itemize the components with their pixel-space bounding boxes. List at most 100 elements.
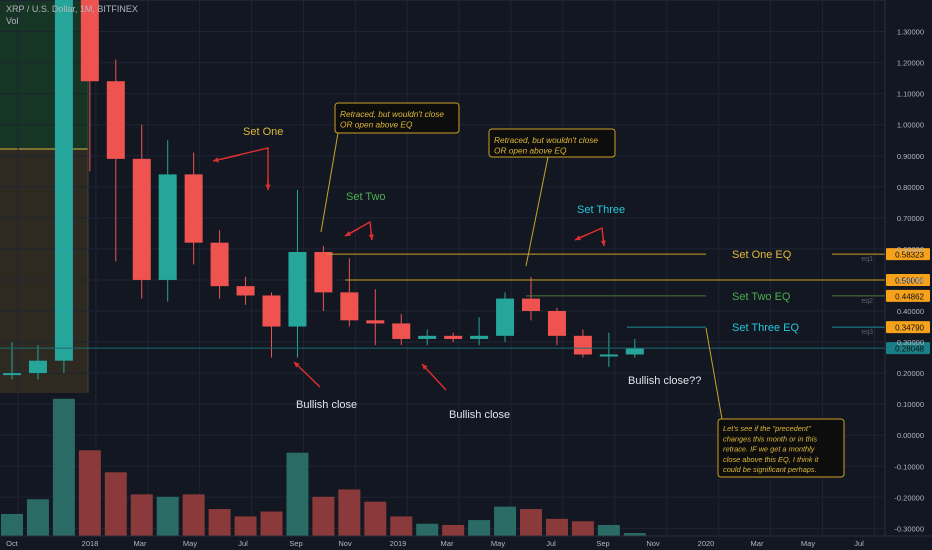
x-tick-label: May	[801, 539, 815, 548]
x-tick-label: Nov	[646, 539, 660, 548]
callout-three-pointer	[705, 327, 723, 420]
volume-bar	[364, 501, 387, 536]
volume-bar	[156, 496, 179, 536]
volume-bar	[312, 496, 335, 536]
y-tick-label: 1.30000	[897, 28, 924, 37]
candle-body	[210, 242, 229, 287]
set-two-label: Set Two	[346, 191, 386, 203]
shade-box-brown	[0, 149, 88, 393]
level-tag: eq2	[861, 298, 873, 305]
x-tick-label: May	[491, 539, 505, 548]
candle-body	[496, 298, 515, 336]
x-tick-label: Oct	[6, 539, 19, 548]
set-one-arrow	[212, 147, 269, 190]
volume-bar	[468, 520, 491, 536]
volume-bar	[338, 489, 361, 536]
callout-one-box	[334, 102, 460, 134]
candle-body	[340, 292, 359, 321]
callout-three-box	[717, 418, 845, 478]
bullish-close-label-3: Bullish close??	[628, 375, 701, 387]
callout-one-pointer	[320, 132, 339, 233]
x-tick-label: Sep	[596, 539, 609, 548]
candle-body	[392, 323, 411, 339]
volume-bar	[416, 523, 439, 536]
volume-bar	[623, 533, 646, 536]
shade-box-green	[0, 0, 88, 149]
candle-body	[54, 0, 73, 361]
y-tick-label: 0.90000	[897, 152, 924, 161]
price-badge-label: 0.34790	[895, 324, 924, 333]
price-badge	[886, 342, 930, 355]
volume-bar	[1, 513, 23, 536]
set-one-arrow-left-head	[213, 157, 219, 163]
y-tick-label: 1.10000	[897, 90, 924, 99]
y-tick-label: 0.60000	[897, 245, 924, 254]
volume-bar	[234, 516, 257, 536]
x-tick-label: 2018	[82, 539, 99, 548]
x-tick-label: Jul	[546, 539, 556, 548]
set-one-arrow-down-head	[265, 184, 271, 190]
bullish-close-label-1: Bullish close	[296, 399, 357, 411]
candle-body	[132, 158, 151, 280]
y-tick-label: 1.00000	[897, 121, 924, 130]
price-badge-label: 0.50000	[895, 276, 924, 285]
level-name: Set Two EQ	[732, 291, 791, 303]
callout-one-text: OR open above EQ	[340, 120, 413, 130]
bullish-close-label-2: Bullish close	[449, 409, 510, 421]
x-tick-label: 2020	[698, 539, 715, 548]
bullish-arrow-1-head	[294, 362, 300, 368]
volume-bar	[286, 452, 309, 536]
bullish-arrow-2-head	[422, 364, 428, 370]
y-tick-label: -0.10000	[894, 462, 924, 471]
volume-bar	[597, 524, 620, 536]
candle-body	[80, 0, 99, 82]
x-tick-label: May	[183, 539, 197, 548]
x-tick-label: 2019	[390, 539, 407, 548]
volume-bar	[130, 494, 153, 536]
callout-three-text: close above this EQ, I think it	[723, 455, 819, 464]
set-two-arrow-left-head	[345, 231, 351, 236]
volume-bar	[182, 494, 205, 536]
price-badge-label: 0.28048	[895, 345, 924, 354]
price-badge	[886, 289, 930, 302]
callout-three-text: could be significant perhaps.	[723, 465, 817, 474]
callout-three-text: Let's see if the "precedent"	[723, 424, 811, 433]
y-tick-label: 0.00000	[897, 431, 924, 440]
level-tag: eq3	[861, 329, 873, 336]
candle-body	[314, 252, 333, 293]
set-two-arrow-down-head	[368, 234, 374, 240]
price-badge-label: 0.44862	[895, 292, 924, 301]
candle-body	[573, 335, 592, 355]
callout-two-text: OR open above EQ	[494, 146, 567, 156]
candle-body	[599, 354, 618, 357]
x-tick-label: Sep	[289, 539, 302, 548]
volume-bar	[545, 518, 568, 536]
callout-three-text: retrace. IF we get a monthly	[723, 445, 816, 454]
x-tick-label: Nov	[338, 539, 352, 548]
volume-bar	[520, 509, 542, 536]
level-name: Set Three EQ	[732, 322, 799, 334]
volume-label: Vol	[6, 16, 19, 26]
set-three-arrow-down-head	[600, 240, 606, 246]
candle-body	[522, 298, 540, 311]
level-tag: eq1	[861, 256, 873, 263]
volume-bar	[390, 516, 413, 536]
set-three-arrow-left-head	[575, 235, 581, 241]
level-name: Set One EQ	[732, 249, 792, 261]
y-tick-label: 0.50000	[897, 276, 924, 285]
y-tick-label: 0.40000	[897, 307, 924, 316]
volume-bar	[442, 524, 465, 536]
volume-bar	[571, 521, 594, 536]
callout-two-pointer	[525, 156, 549, 267]
volume-bar	[78, 450, 101, 536]
candle-body	[3, 373, 21, 376]
volume-bar	[104, 472, 127, 536]
candle-body	[547, 311, 566, 336]
price-badge	[886, 248, 930, 261]
candle-body	[236, 286, 255, 296]
candle-body	[418, 335, 437, 339]
callout-two-box	[488, 128, 616, 158]
volume-bar	[494, 506, 517, 536]
y-tick-label: 1.20000	[897, 59, 924, 68]
